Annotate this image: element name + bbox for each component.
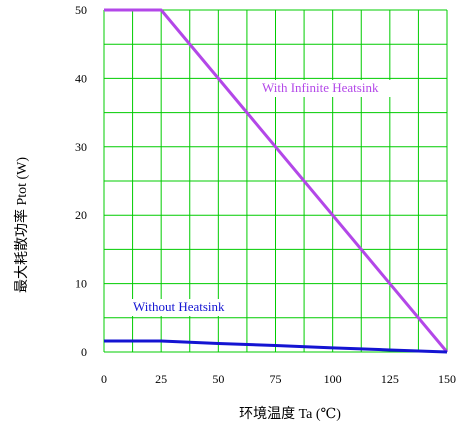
series-label-background bbox=[125, 299, 245, 316]
series-line-with-infinite-heatsink bbox=[104, 8, 449, 353]
x-tick-label: 25 bbox=[155, 372, 167, 386]
x-tick-label: 100 bbox=[324, 372, 342, 386]
x-tick-label: 150 bbox=[438, 372, 456, 386]
ticks-layer: 0 25 50 75 100 125 150 0 10 20 30 40 50 bbox=[75, 3, 456, 386]
x-tick-label: 50 bbox=[212, 372, 224, 386]
x-tick-label: 125 bbox=[381, 372, 399, 386]
grid bbox=[103, 9, 448, 353]
y-axis-label: 最大耗散功率 Ptot (W) bbox=[13, 157, 30, 293]
series-label-background bbox=[254, 80, 406, 97]
x-tick-label: 75 bbox=[270, 372, 282, 386]
series-layer bbox=[104, 8, 449, 354]
annotations-layer: With Infinite Heatsink Without Heatsink bbox=[125, 80, 406, 316]
series-line-without-heatsink bbox=[104, 339, 448, 354]
series-label: Without Heatsink bbox=[133, 299, 225, 314]
y-tick-label: 0 bbox=[81, 345, 87, 359]
y-tick-label: 10 bbox=[75, 277, 87, 291]
x-tick-label: 0 bbox=[101, 372, 107, 386]
y-tick-label: 40 bbox=[75, 71, 87, 85]
y-tick-label: 50 bbox=[75, 3, 87, 17]
y-tick-label: 30 bbox=[75, 140, 87, 154]
y-tick-label: 20 bbox=[75, 208, 87, 222]
x-axis-label: 环境温度 Ta (℃) bbox=[239, 406, 341, 422]
series-label: With Infinite Heatsink bbox=[262, 80, 379, 95]
